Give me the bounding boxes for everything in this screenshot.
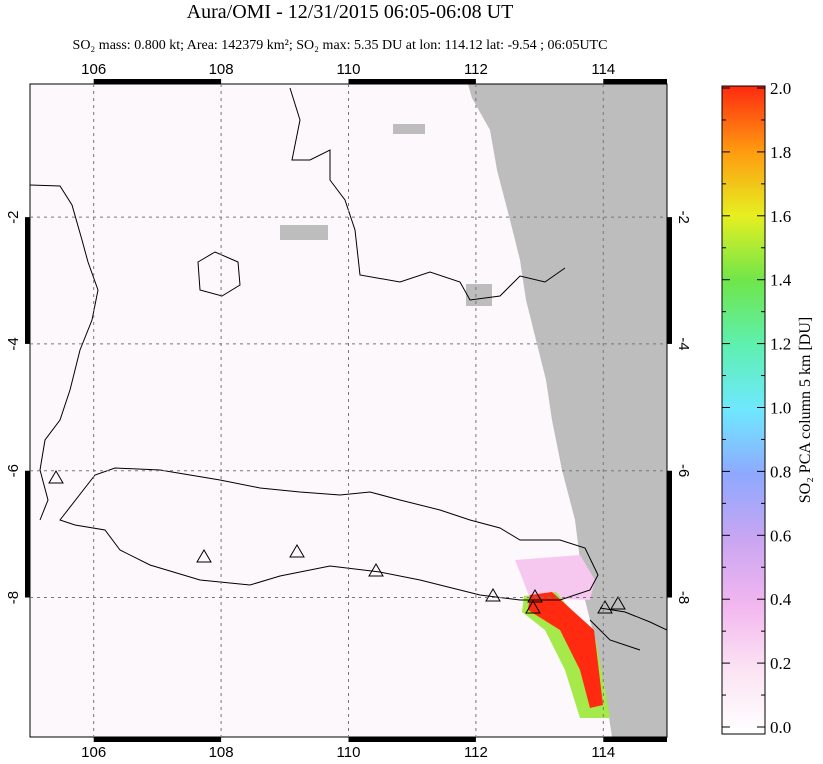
lon-tick-label: 108 [209,61,234,78]
colorbar-tick-label: 1.6 [770,207,791,226]
no-data-patch [393,124,425,134]
lat-tick-label: -6 [675,464,692,477]
colorbar-tick-label: 0.0 [770,718,791,737]
coastline [59,467,599,601]
coastline [30,184,99,521]
colorbar-tick-label: 2.0 [770,79,791,98]
lat-tick-label: -2 [5,210,22,223]
axis-band [603,737,667,742]
map [30,84,667,737]
colorbar-tick-label: 0.8 [770,462,791,481]
colorbar-tick-label: 1.4 [770,271,792,290]
axis-band [667,217,672,344]
lon-tick-label: 114 [591,744,615,759]
no-data-patch [466,284,492,306]
lat-tick-label: -6 [5,464,22,477]
lon-tick-label: 112 [464,61,488,78]
no-data-patch [280,225,328,240]
lon-tick-label: 110 [337,61,361,78]
lon-tick-label: 108 [209,744,234,759]
axis-band [25,217,30,344]
colorbar-tick-label: 0.2 [770,654,791,673]
plume-edge [515,555,595,600]
colorbar-tick-label: 1.2 [770,335,791,354]
lon-tick-label: 114 [591,61,615,78]
lat-tick-label: -4 [675,337,692,350]
colorbar-tick-label: 1.0 [770,399,791,418]
lon-tick-label: 106 [81,744,106,759]
coastline [589,607,667,651]
lon-tick-label: 112 [464,744,488,759]
axis-band [93,737,222,742]
lat-tick-label: -4 [5,337,22,350]
lon-tick-label: 110 [337,744,361,759]
no-data-region [468,84,667,737]
plume-core [528,592,603,708]
volcanoes [48,470,626,614]
axis-band [667,470,672,598]
axis-band [348,79,476,84]
coastline [289,87,566,301]
axis-band [93,79,222,84]
lat-tick-label: -8 [5,591,22,604]
subtitle: SO₂ mass: 0.800 kt; Area: 142379 km²; SO… [73,38,608,53]
lon-tick-label: 106 [81,61,106,78]
colorbar-label: SO₂ PCA column 5 km [DU] [797,317,814,503]
title: Aura/OMI - 12/31/2015 06:05-06:08 UT [187,1,514,23]
axis-band [348,737,476,742]
axis-band [603,79,667,84]
lat-tick-label: -2 [675,210,692,223]
colorbar [721,85,766,735]
colorbar-tick-label: 1.8 [770,143,791,162]
colorbar-tick-label: 0.6 [770,526,791,545]
colorbar-tick-label: 0.4 [770,590,792,609]
coastline [197,251,241,297]
axis-band [25,470,30,598]
lat-tick-label: -8 [675,591,692,604]
